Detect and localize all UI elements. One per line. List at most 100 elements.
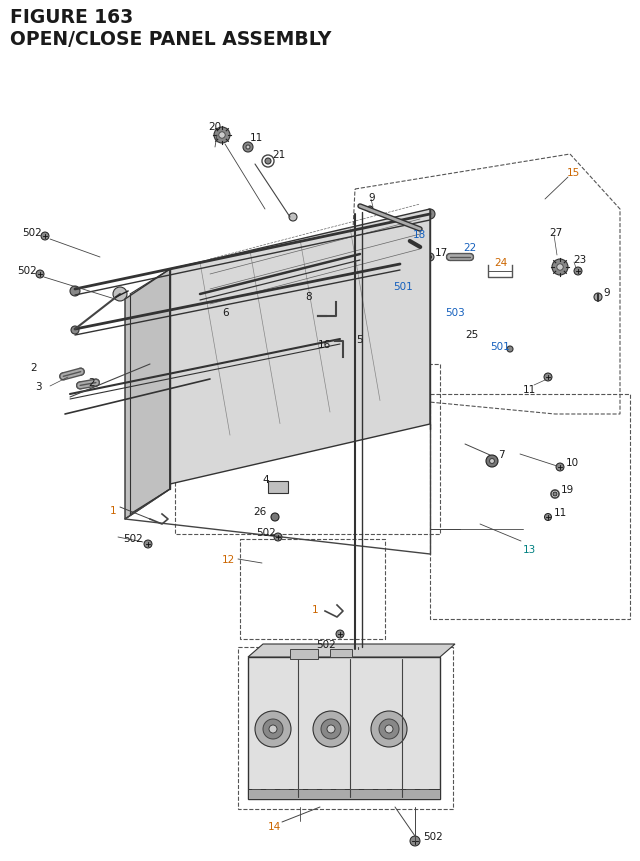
Circle shape (336, 630, 344, 638)
Polygon shape (248, 657, 440, 799)
Circle shape (486, 455, 498, 468)
Text: 24: 24 (494, 257, 508, 268)
Circle shape (545, 514, 552, 521)
Circle shape (70, 287, 80, 297)
Circle shape (321, 719, 341, 739)
Circle shape (556, 463, 564, 472)
Text: 11: 11 (523, 385, 536, 394)
Circle shape (425, 210, 435, 220)
Text: 9: 9 (603, 288, 610, 298)
Circle shape (113, 288, 127, 301)
Circle shape (411, 241, 419, 249)
Text: 14: 14 (268, 821, 281, 831)
Text: 23: 23 (573, 255, 586, 264)
Circle shape (289, 214, 297, 222)
Circle shape (379, 719, 399, 739)
Text: 502: 502 (316, 639, 336, 649)
Text: 21: 21 (272, 150, 285, 160)
Circle shape (274, 533, 282, 542)
Text: 2: 2 (88, 378, 95, 387)
Text: 11: 11 (250, 133, 263, 143)
Circle shape (594, 294, 602, 301)
Text: 502: 502 (123, 533, 143, 543)
Text: 25: 25 (465, 330, 478, 339)
Circle shape (77, 369, 84, 375)
Circle shape (269, 725, 277, 734)
Bar (248, 789, 440, 799)
Text: 502: 502 (256, 528, 276, 537)
Circle shape (552, 260, 568, 276)
Text: FIGURE 163: FIGURE 163 (10, 8, 133, 27)
Circle shape (243, 143, 253, 152)
Bar (175, 364, 440, 535)
Circle shape (553, 492, 557, 497)
Circle shape (71, 326, 79, 335)
Text: 11: 11 (554, 507, 567, 517)
Circle shape (371, 711, 407, 747)
Circle shape (139, 299, 151, 311)
Circle shape (385, 725, 393, 734)
Text: 13: 13 (523, 544, 536, 554)
Circle shape (574, 268, 582, 276)
Circle shape (246, 146, 250, 150)
Circle shape (429, 257, 431, 259)
Text: 4: 4 (262, 474, 269, 485)
Text: 502: 502 (423, 831, 443, 841)
Text: 3: 3 (35, 381, 42, 392)
Circle shape (214, 127, 230, 144)
Circle shape (426, 254, 434, 262)
Circle shape (544, 374, 552, 381)
Circle shape (490, 459, 495, 464)
Circle shape (410, 836, 420, 846)
Circle shape (144, 541, 152, 548)
Text: 5: 5 (356, 335, 363, 344)
Text: 2: 2 (30, 362, 36, 373)
Text: 22: 22 (463, 243, 476, 253)
Text: 1: 1 (110, 505, 116, 516)
Text: 501: 501 (490, 342, 509, 351)
Text: OPEN/CLOSE PANEL ASSEMBLY: OPEN/CLOSE PANEL ASSEMBLY (10, 30, 332, 49)
Text: 18: 18 (413, 230, 426, 239)
Text: 502: 502 (17, 266, 36, 276)
Circle shape (263, 719, 283, 739)
Text: 27: 27 (549, 228, 563, 238)
Polygon shape (125, 269, 170, 519)
Bar (290, 649, 318, 660)
Text: 12: 12 (222, 554, 236, 564)
Text: 8: 8 (305, 292, 312, 301)
Text: 6: 6 (222, 307, 228, 318)
Circle shape (77, 382, 84, 389)
Circle shape (396, 261, 404, 269)
Text: 19: 19 (561, 485, 574, 494)
Text: 1: 1 (312, 604, 319, 614)
Text: 502: 502 (22, 228, 42, 238)
Circle shape (219, 133, 225, 139)
Circle shape (41, 232, 49, 241)
Circle shape (447, 254, 454, 261)
Circle shape (327, 725, 335, 734)
Text: 7: 7 (498, 449, 504, 460)
Circle shape (265, 158, 271, 164)
Circle shape (507, 347, 513, 353)
Bar (330, 649, 352, 657)
Circle shape (92, 380, 99, 387)
Text: 501: 501 (393, 282, 413, 292)
Text: 9: 9 (368, 193, 374, 202)
Polygon shape (248, 644, 455, 657)
Bar (268, 481, 288, 493)
Text: 503: 503 (445, 307, 465, 318)
Text: 20: 20 (208, 122, 221, 132)
Circle shape (467, 254, 474, 261)
Circle shape (255, 711, 291, 747)
Bar (238, 647, 453, 809)
Bar (240, 539, 385, 639)
Text: 10: 10 (566, 457, 579, 468)
Polygon shape (170, 210, 430, 485)
Bar (430, 394, 630, 619)
Circle shape (313, 711, 349, 747)
Circle shape (367, 207, 373, 213)
Circle shape (271, 513, 279, 522)
Text: 26: 26 (253, 506, 266, 517)
Circle shape (36, 270, 44, 279)
Text: 15: 15 (567, 168, 580, 177)
